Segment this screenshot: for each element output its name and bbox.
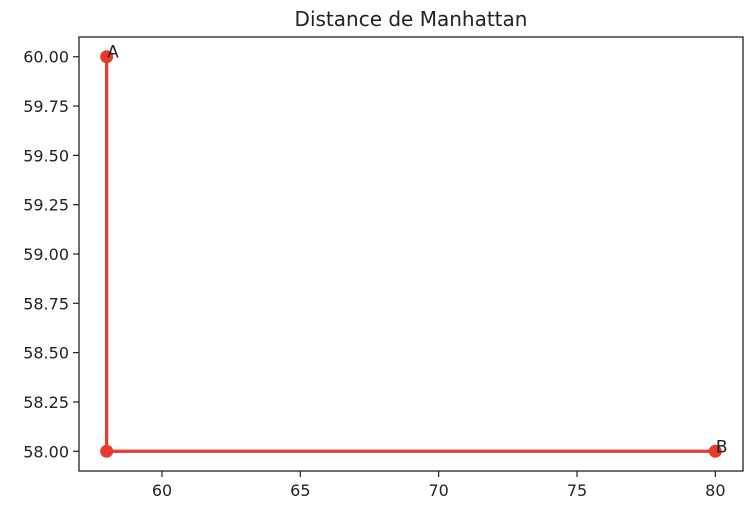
plot-frame <box>78 36 744 472</box>
x-tick-label: 70 <box>428 481 448 500</box>
x-axis-ticks: 60 65 70 75 80 <box>152 471 726 500</box>
y-tick-label: 58.75 <box>23 294 69 313</box>
y-tick-label: 59.25 <box>23 196 69 215</box>
series-layer: AB <box>100 43 728 458</box>
path-point-marker <box>708 444 722 458</box>
x-tick-label: 75 <box>567 481 587 500</box>
path-point-marker <box>100 444 114 458</box>
x-tick-label: 65 <box>290 481 310 500</box>
y-tick-label: 58.50 <box>23 344 69 363</box>
point-label-a: A <box>107 43 119 63</box>
y-tick-label: 58.25 <box>23 393 69 412</box>
y-tick-label: 59.50 <box>23 146 69 165</box>
chart-title: Distance de Manhattan <box>295 7 528 31</box>
point-label-b: B <box>716 437 728 457</box>
y-tick-label: 59.75 <box>23 97 69 116</box>
path-point-marker <box>100 50 114 64</box>
y-tick-label: 60.00 <box>23 48 69 67</box>
y-tick-label: 58.00 <box>23 442 69 461</box>
x-tick-label: 60 <box>152 481 172 500</box>
x-tick-label: 80 <box>705 481 725 500</box>
y-tick-label: 59.00 <box>23 245 69 264</box>
y-axis-ticks: 58.00 58.25 58.50 58.75 59.00 59.25 59.50 59.75… <box>23 48 79 461</box>
